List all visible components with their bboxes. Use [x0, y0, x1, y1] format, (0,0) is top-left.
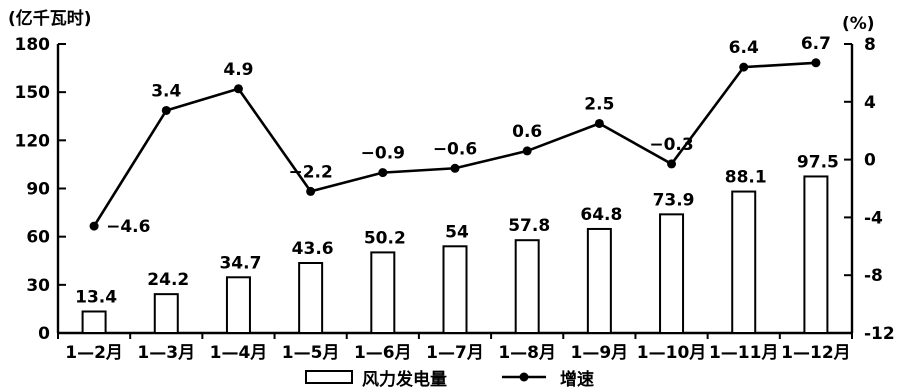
x-tick-label: 1—5月	[282, 343, 340, 363]
bar-value-label: 88.1	[725, 168, 767, 188]
x-tick-label: 1—10月	[637, 343, 707, 363]
left-axis-unit: (亿千瓦时)	[8, 8, 92, 29]
growth-point	[89, 221, 99, 231]
growth-value-label: 3.4	[151, 81, 181, 101]
bar-value-label: 73.9	[653, 190, 695, 210]
right-tick-label: 4	[864, 93, 876, 113]
legend-line-marker	[519, 372, 529, 382]
growth-value-label: −0.9	[361, 144, 405, 164]
right-tick-label: 8	[864, 35, 876, 55]
growth-value-label: 4.9	[223, 60, 253, 80]
x-tick-label: 1—6月	[354, 343, 412, 363]
growth-value-label: 6.4	[729, 38, 759, 58]
bar	[370, 251, 396, 334]
growth-value-label: −0.6	[433, 139, 477, 159]
left-tick-label: 60	[26, 228, 50, 248]
x-axis-labels: 1—2月 1—3月 1—4月 1—5月 1—6月 1—7月 1—8月 1—9月 1—10月 1—1…	[65, 343, 850, 363]
growth-value-label: −2.2	[288, 162, 332, 182]
growth-point	[161, 105, 171, 115]
x-tick-label: 1—12月	[781, 343, 851, 363]
growth-value-label: 0.6	[512, 122, 542, 142]
bar-value-label: 64.8	[580, 205, 622, 225]
x-tick-label: 1—2月	[65, 343, 123, 363]
growth-point	[667, 159, 677, 169]
bar	[803, 175, 829, 334]
bar	[659, 213, 685, 334]
right-tick-label: -12	[864, 324, 895, 344]
x-tick-label: 1—3月	[137, 343, 195, 363]
left-tick-label: 180	[15, 35, 51, 55]
growth-point	[233, 84, 243, 94]
left-tick-label: 30	[26, 276, 50, 296]
growth-point	[522, 146, 532, 156]
bar	[442, 245, 468, 334]
growth-value-label: −4.6	[106, 217, 150, 237]
bar-value-label: 24.2	[147, 270, 189, 290]
legend-line-label: 增速	[560, 369, 594, 389]
bars	[81, 175, 829, 335]
growth-value-label: 6.7	[801, 34, 831, 54]
growth-line	[89, 58, 821, 231]
growth-point	[378, 168, 388, 178]
legend: 风力发电量 增速	[305, 369, 594, 389]
bar	[586, 227, 612, 335]
x-tick-label: 1—4月	[210, 343, 268, 363]
bar	[514, 239, 540, 334]
x-tick-label: 1—7月	[426, 343, 484, 363]
growth-point	[811, 58, 821, 68]
x-tick-label: 1—11月	[709, 343, 779, 363]
bar-value-label: 57.8	[508, 216, 550, 236]
bar-value-label: 34.7	[219, 253, 261, 273]
bar-value-label: 54	[445, 222, 469, 242]
left-tick-label: 150	[15, 83, 51, 103]
x-tick-label: 1—8月	[498, 343, 556, 363]
right-tick-label: -4	[864, 208, 883, 228]
right-tick-label: 0	[864, 151, 876, 171]
growth-labels: −4.6 3.4 4.9 −2.2 −0.9 −0.6 0.6 2.5 −0.3 6.4 6.7	[106, 34, 831, 237]
legend-bar-label: 风力发电量	[362, 369, 447, 389]
growth-point	[450, 163, 460, 173]
bar-value-label: 97.5	[797, 152, 839, 172]
growth-value-label: −0.3	[649, 135, 693, 155]
bar	[81, 310, 107, 335]
growth-point	[306, 186, 316, 196]
right-tick-label: -8	[864, 266, 883, 286]
bar-value-label: 50.2	[364, 228, 406, 248]
left-tick-label: 120	[15, 131, 51, 151]
left-tick-label: 0	[38, 324, 50, 344]
bar	[298, 261, 324, 334]
x-tick-label: 1—9月	[571, 343, 629, 363]
legend-bar-swatch	[305, 370, 353, 384]
growth-value-label: 2.5	[584, 94, 614, 114]
bar-value-label: 13.4	[75, 287, 117, 307]
right-axis-unit: (%)	[842, 14, 875, 34]
bar	[731, 190, 757, 334]
bar-labels: 13.4 24.2 34.7 43.6 50.2 54 57.8 64.8 73.9 88.1 97…	[75, 152, 839, 307]
growth-point	[739, 62, 749, 72]
bar	[153, 293, 179, 335]
bar-value-label: 43.6	[292, 239, 334, 259]
left-tick-label: 90	[26, 180, 50, 200]
bar	[225, 276, 251, 335]
growth-point	[594, 118, 604, 128]
